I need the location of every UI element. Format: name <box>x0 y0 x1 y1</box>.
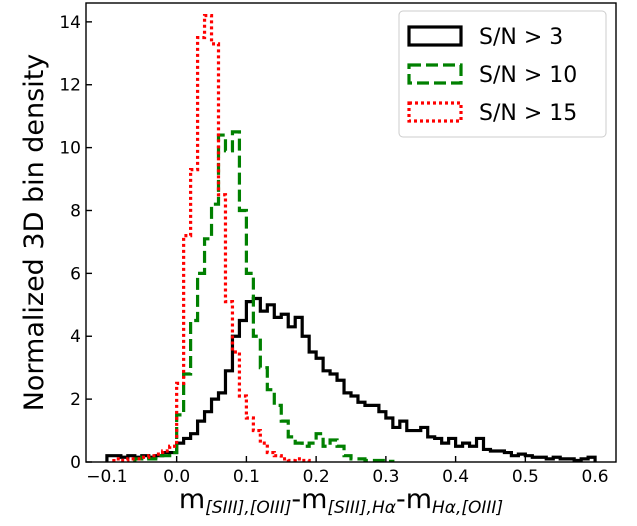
x-axis-label: m[SIII],[OIII]-m[SIII],Hα-mHα,[OIII] <box>179 484 503 518</box>
x-tick-label-3: 0.2 <box>303 467 330 487</box>
x-tick-label-6: 0.5 <box>512 467 539 487</box>
x-axis-label-part-3: [SIII],Hα <box>327 498 396 518</box>
legend-label-2: S/N > 15 <box>479 101 577 126</box>
series-line-0 <box>105 296 597 462</box>
legend-swatch-1 <box>407 63 463 85</box>
y-tick-label-1: 2 <box>70 390 81 410</box>
legend: S/N > 3 S/N > 10 S/N > 15 <box>398 10 607 138</box>
y-tick-label-7: 14 <box>59 13 81 33</box>
x-tick-label-4: 0.3 <box>372 467 399 487</box>
y-axis-label: Normalized 3D bin density <box>19 54 50 412</box>
x-axis-label-part-0: m <box>179 484 205 515</box>
plot-frame <box>85 2 617 463</box>
x-tick-label-7: 0.6 <box>582 467 609 487</box>
y-tick-label-2: 4 <box>70 327 81 347</box>
legend-swatch-2 <box>407 101 463 123</box>
x-tick-label-5: 0.4 <box>442 467 469 487</box>
series-line-1 <box>133 130 395 462</box>
axes-layer: −0.1 0.0 0.1 0.2 0.3 0.4 0.5 0.6 0 2 4 6 8 10 12 14 <box>59 2 617 487</box>
x-axis-label-part-5: Hα,[OIII] <box>432 498 503 518</box>
y-tick-label-4: 8 <box>70 201 81 221</box>
x-axis-label-part-2: -m <box>291 484 327 515</box>
legend-swatch-0 <box>407 25 463 47</box>
x-axis-label-part-1: [SIII],[OIII] <box>205 498 291 518</box>
x-tick-label-2: 0.1 <box>233 467 260 487</box>
legend-label-0: S/N > 3 <box>479 25 563 50</box>
legend-box <box>398 10 607 138</box>
x-tick-label-1: 0.0 <box>163 467 190 487</box>
y-tick-label-5: 10 <box>59 139 81 159</box>
x-tick-label-0: −0.1 <box>86 467 127 487</box>
y-tick-label-0: 0 <box>70 453 81 473</box>
y-tick-label-6: 12 <box>59 76 81 96</box>
series-layer <box>105 13 597 462</box>
series-line-2 <box>112 13 311 462</box>
legend-label-1: S/N > 10 <box>479 63 577 88</box>
y-tick-label-3: 6 <box>70 264 81 284</box>
x-axis-label-part-4: -m <box>396 484 432 515</box>
